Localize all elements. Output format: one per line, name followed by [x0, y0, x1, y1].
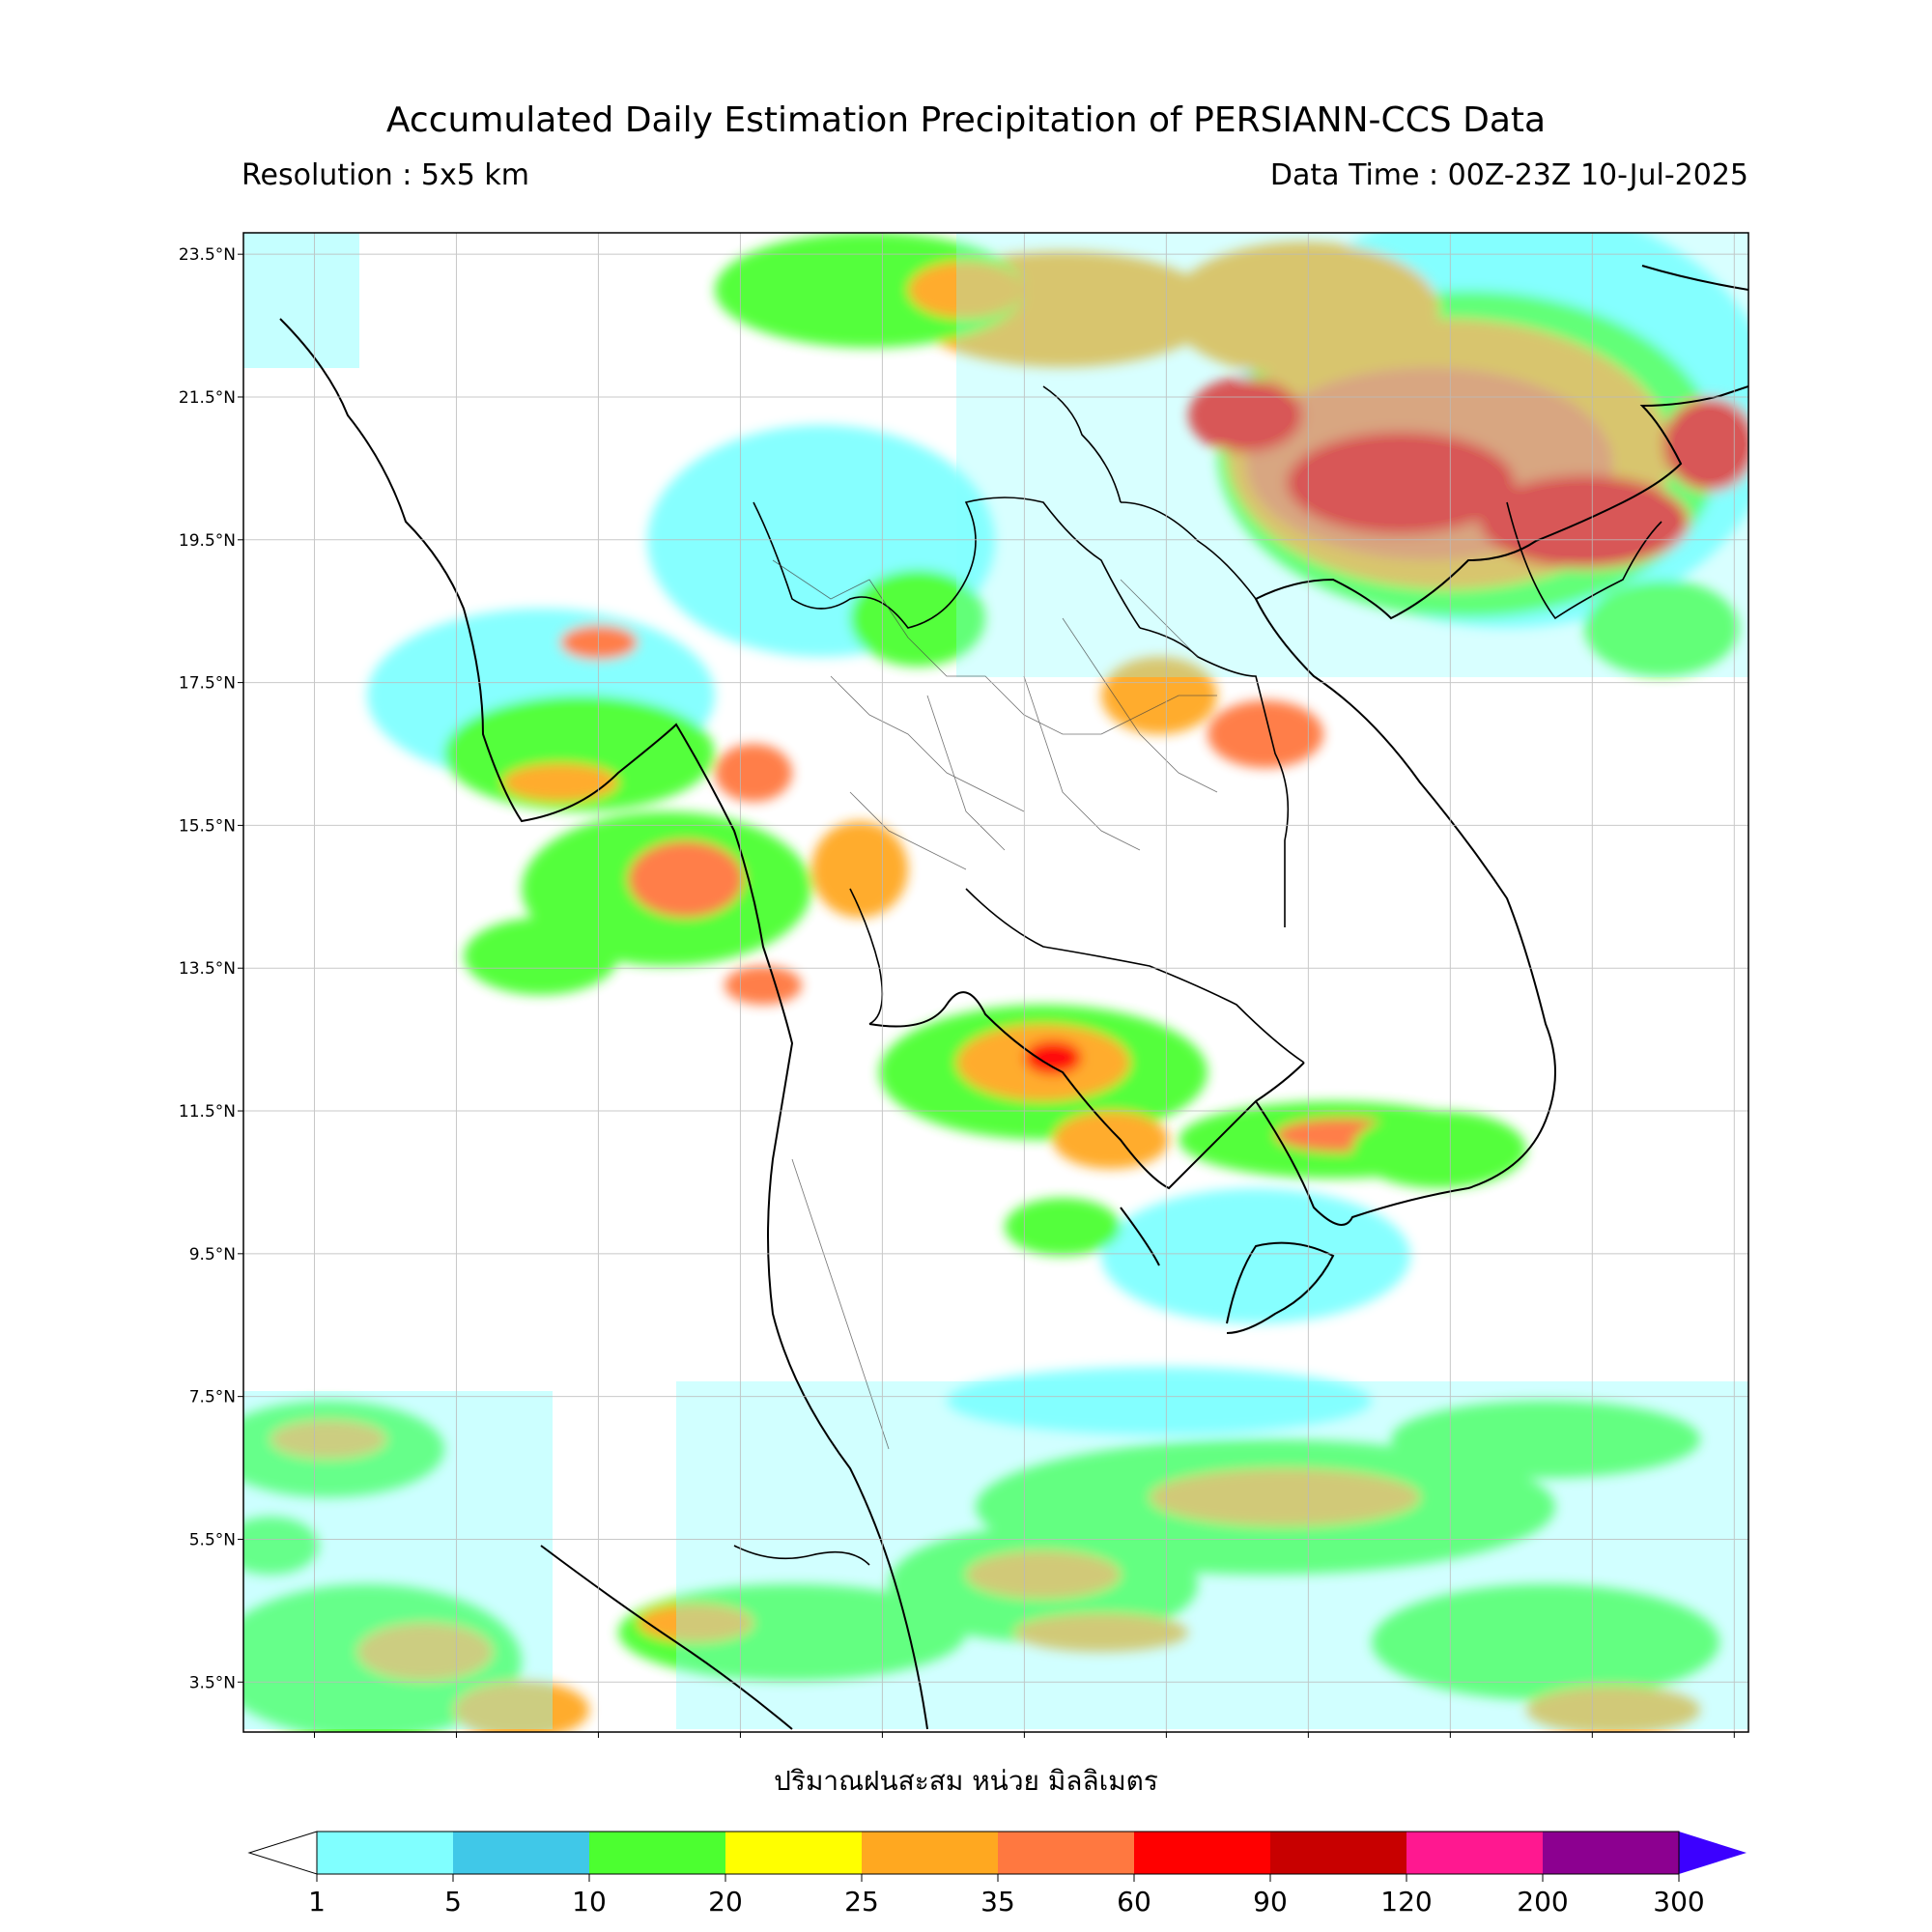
lat-tick-label: 23.5°N — [179, 245, 236, 265]
colorbar-label: 1 — [308, 1886, 326, 1918]
lat-tick-labels: 23.5°N 21.5°N 19.5°N 17.5°N 15.5°N 13.5°N 11.5… — [179, 245, 243, 1692]
colorbar-segment — [998, 1832, 1135, 1874]
lat-tick-label: 3.5°N — [189, 1673, 236, 1692]
colorbar-segment — [589, 1832, 726, 1874]
precipitation-map: 23.5°N 21.5°N 19.5°N 17.5°N 15.5°N 13.5°N 11.5… — [179, 232, 1749, 1738]
coastline — [279, 265, 1748, 1730]
lat-tick-label: 17.5°N — [179, 674, 236, 694]
x-axis-label: ปริมาณฝนสะสม หน่วย มิลลิเมตร — [774, 1765, 1158, 1797]
colorbar-segment — [1543, 1832, 1680, 1874]
colorbar-label: 120 — [1380, 1886, 1432, 1918]
map-title: Accumulated Daily Estimation Precipitati… — [385, 100, 1547, 140]
colorbar-segment — [1134, 1832, 1271, 1874]
country-border — [733, 385, 1662, 1566]
lat-tick-label: 5.5°N — [189, 1530, 236, 1549]
lat-tick-label: 15.5°N — [179, 816, 236, 836]
resolution-label: Resolution : 5x5 km — [242, 158, 529, 192]
lat-tick-label: 9.5°N — [189, 1245, 236, 1264]
colorbar-label: 60 — [1117, 1886, 1151, 1918]
lat-tick-label: 19.5°N — [179, 531, 236, 551]
lat-tick-label: 21.5°N — [179, 388, 236, 408]
map-frame — [242, 232, 1749, 1733]
colorbar-segment — [1270, 1832, 1407, 1874]
colorbar-label: 300 — [1653, 1886, 1704, 1918]
colorbar-segment — [1406, 1832, 1544, 1874]
colorbar-segment — [862, 1832, 999, 1874]
colorbar-label: 200 — [1517, 1886, 1568, 1918]
colorbar-segment — [317, 1832, 454, 1874]
province-border — [772, 559, 1218, 1450]
colorbar-max-extension — [1679, 1832, 1747, 1874]
colorbar-label: 35 — [980, 1886, 1015, 1918]
colorbar-label: 5 — [444, 1886, 462, 1918]
colorbar-label: 20 — [708, 1886, 743, 1918]
lon-tick-labels: 91.5°E93.5°E95.5°E97.5°E99.5°E101.5°E103… — [313, 1732, 1735, 1738]
colorbar-min-extension — [247, 1831, 318, 1875]
precipitation-field — [243, 233, 1748, 1732]
colorbar-frame — [316, 1831, 1680, 1875]
colorbar-label: 10 — [572, 1886, 607, 1918]
data-time-label: Data Time : 00Z-23Z 10-Jul-2025 — [1269, 158, 1748, 192]
lat-tick-label: 13.5°N — [179, 959, 236, 979]
map-grid — [243, 233, 1748, 1732]
colorbar-label: 90 — [1253, 1886, 1288, 1918]
colorbar-segment — [725, 1832, 863, 1874]
colorbar-label: 25 — [844, 1886, 879, 1918]
lat-tick-label: 11.5°N — [179, 1102, 236, 1122]
colorbar-segment — [453, 1832, 590, 1874]
lat-tick-label: 7.5°N — [189, 1388, 236, 1407]
